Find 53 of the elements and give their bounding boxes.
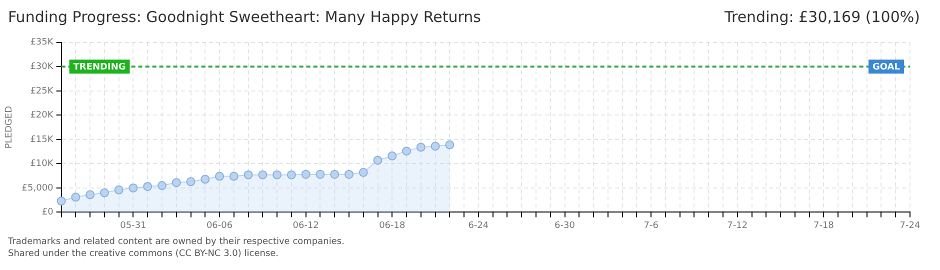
y-tick-label: £5,000 (22, 183, 54, 194)
y-tick-label: £10K (30, 159, 54, 170)
point (114, 185, 124, 194)
point (316, 170, 325, 179)
point (56, 196, 66, 206)
ref-line-label: GOAL (872, 62, 900, 72)
y-tick-label: £20K (30, 110, 54, 121)
point (200, 174, 210, 184)
text: Trademarks and related content are owned by their respective companies. (8, 236, 344, 248)
text: Trending: £30,169 (100%) (724, 8, 920, 26)
point (244, 170, 253, 180)
point (373, 156, 382, 165)
x-tick-label: 06-12 (292, 220, 319, 231)
point (344, 170, 354, 179)
point (358, 168, 368, 177)
point (71, 192, 80, 202)
point (172, 178, 181, 188)
text: Shared under the creative commons (CC BY-NC 3.0) license. (8, 248, 280, 260)
point (445, 140, 454, 150)
x-tick-label: 05-31 (120, 220, 146, 231)
y-tick-label: £30K (30, 62, 54, 72)
x-tick-label: 7-24 (900, 220, 920, 231)
annotation: TRENDING (73, 62, 126, 72)
x-tick-label: 6-30 (554, 220, 576, 231)
point (388, 151, 397, 160)
x-tick-label: 7-12 (727, 220, 748, 231)
point (100, 188, 109, 198)
point (430, 142, 440, 151)
point (330, 170, 340, 179)
point (143, 182, 152, 191)
y-axis-title: PLEDGED (4, 106, 15, 149)
point (416, 142, 426, 152)
point (402, 146, 412, 156)
x-tick-label: 06-06 (206, 220, 233, 231)
x-tick-label: 7-6 (644, 220, 659, 231)
point (301, 170, 310, 179)
point (128, 183, 138, 192)
x-tick-label: 6-24 (468, 220, 489, 231)
chart-title: Funding Progress: Goodnight Sweetheart: Many Happy Returns (8, 8, 481, 26)
point (86, 190, 95, 200)
y-tick-label: £15K (30, 134, 54, 145)
point (272, 170, 282, 180)
y-tick-label: £35K (30, 38, 54, 48)
point (186, 177, 196, 186)
y-tick-label: £0 (42, 208, 54, 218)
y-tick-label: £25K (30, 86, 54, 96)
point (286, 170, 296, 180)
x-tick-label: 7-18 (813, 220, 834, 231)
point (258, 170, 268, 180)
x-tick-label: 06-18 (379, 220, 406, 231)
point (229, 172, 238, 181)
point (157, 181, 166, 190)
point (215, 172, 224, 181)
